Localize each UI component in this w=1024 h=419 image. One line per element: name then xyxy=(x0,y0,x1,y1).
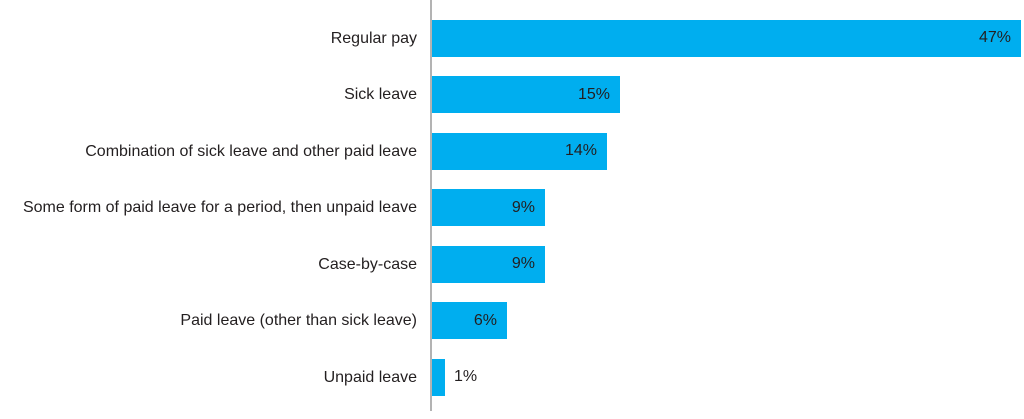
plot-area: 9% xyxy=(432,245,1024,283)
chart-row: Sick leave 15% xyxy=(0,67,1024,124)
chart-row: Regular pay 47% xyxy=(0,10,1024,67)
value-label: 1% xyxy=(454,368,478,386)
plot-area: 9% xyxy=(432,189,1024,227)
value-label: 6% xyxy=(473,311,497,329)
bar: 15% xyxy=(432,76,620,114)
category-label: Regular pay xyxy=(330,29,417,47)
chart-rows: Regular pay 47% Sick leave 15% Combination o… xyxy=(0,10,1024,406)
category-label: Case-by-case xyxy=(318,255,417,273)
bar: 1% xyxy=(432,358,477,396)
plot-area: 6% xyxy=(432,302,1024,340)
chart-row: Some form of paid leave for a period, th… xyxy=(0,180,1024,237)
plot-area: 1% xyxy=(432,358,1024,396)
chart-row: Unpaid leave 1% xyxy=(0,349,1024,406)
bar: 6% xyxy=(432,302,507,340)
category-label: Paid leave (other than sick leave) xyxy=(180,312,417,330)
category-label: Unpaid leave xyxy=(323,368,417,386)
value-label: 47% xyxy=(978,29,1011,47)
plot-area: 47% xyxy=(432,19,1024,57)
bar: 9% xyxy=(432,245,545,283)
bar: 9% xyxy=(432,189,545,227)
value-label: 14% xyxy=(564,142,597,160)
chart-row: Combination of sick leave and other paid… xyxy=(0,123,1024,180)
category-label: Combination of sick leave and other paid… xyxy=(85,142,417,160)
plot-area: 15% xyxy=(432,76,1024,114)
value-label: 9% xyxy=(511,198,535,216)
y-axis-line xyxy=(430,0,432,411)
chart-row: Case-by-case 9% xyxy=(0,236,1024,293)
category-label: Some form of paid leave for a period, th… xyxy=(22,199,417,217)
bar: 47% xyxy=(432,19,1021,57)
value-label: 9% xyxy=(511,255,535,273)
value-label: 15% xyxy=(577,85,610,103)
bar: 14% xyxy=(432,132,607,170)
plot-area: 14% xyxy=(432,132,1024,170)
chart-row: Paid leave (other than sick leave) 6% xyxy=(0,293,1024,350)
category-label: Sick leave xyxy=(344,86,417,104)
